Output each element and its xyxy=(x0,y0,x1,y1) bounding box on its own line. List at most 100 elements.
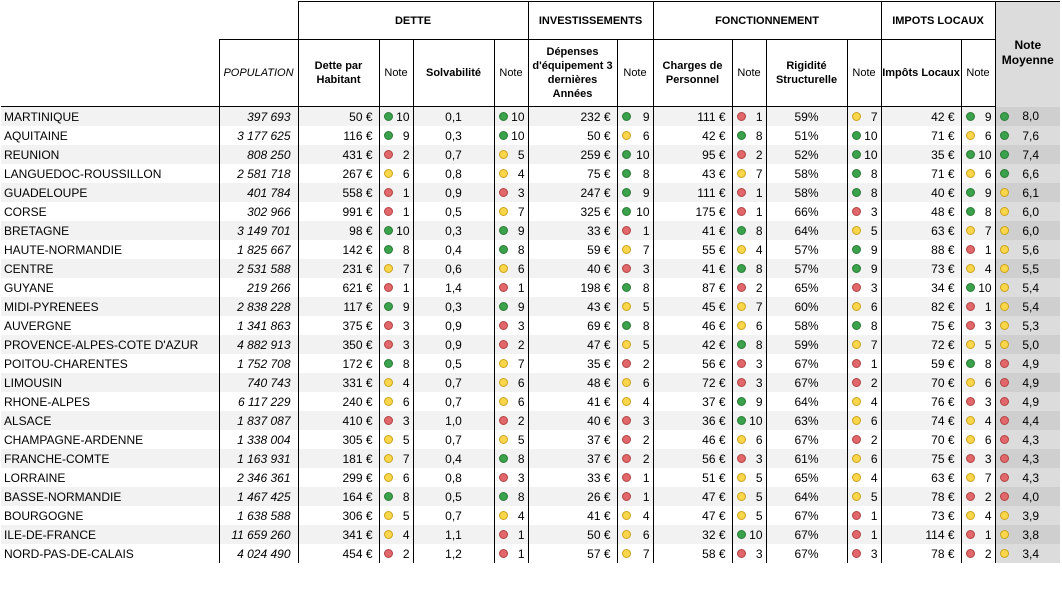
rigidite-cell-value: 67% xyxy=(794,508,819,523)
rating-dot-icon xyxy=(965,473,975,482)
impots-cell: 78 € xyxy=(880,544,962,563)
charges-cell-value: 37 € xyxy=(702,394,726,409)
rating-dot-icon xyxy=(383,454,393,463)
rating-dot-icon xyxy=(851,416,861,425)
solvabilite-cell-value: 0,6 xyxy=(445,261,462,276)
population-cell-value: 302 966 xyxy=(247,204,291,219)
region-cell: AUVERGNE xyxy=(1,316,219,335)
note-moyenne-cell-value: 3,9 xyxy=(1022,508,1040,523)
impots-note-cell: 2 xyxy=(960,487,996,506)
impots-cell: 73 € xyxy=(880,259,962,278)
impots-cell-value: 70 € xyxy=(931,432,955,447)
region-cell-value: RHONE-ALPES xyxy=(4,394,91,409)
solvabilite-note-cell-value: 2 xyxy=(517,413,525,428)
rating-dot-icon xyxy=(498,473,508,482)
rating-dot-icon xyxy=(621,378,631,387)
dette-cell-value: 164 € xyxy=(342,489,373,504)
solvabilite-note-cell: 10 xyxy=(493,126,528,145)
rigidite-cell-value: 51% xyxy=(794,128,819,143)
solvabilite-note-cell-value: 1 xyxy=(517,546,525,561)
charges-note-cell-value: 1 xyxy=(755,109,763,124)
rating-dot-icon xyxy=(498,226,508,235)
solvabilite-note-cell-value: 8 xyxy=(517,489,525,504)
note-moyenne-cell: 4,9 xyxy=(994,392,1061,411)
note-moyenne-cell-value: 4,9 xyxy=(1022,375,1040,390)
rating-dot-icon xyxy=(999,378,1009,387)
rigidite-note-cell-value: 2 xyxy=(870,375,878,390)
rigidite-cell: 65% xyxy=(765,278,848,297)
impots-cell-value: 78 € xyxy=(931,546,955,561)
dette-note-cell-value: 9 xyxy=(402,299,410,314)
dette-cell-value: 267 € xyxy=(342,166,373,181)
region-cell: CORSE xyxy=(1,202,219,221)
population-cell-value: 401 784 xyxy=(247,185,291,200)
rating-dot-icon xyxy=(621,340,631,349)
impots-cell: 75 € xyxy=(880,449,962,468)
rating-dot-icon xyxy=(851,188,861,197)
region-cell: LANGUEDOC-ROUSSILLON xyxy=(1,164,219,183)
rating-dot-icon xyxy=(498,302,508,311)
rating-dot-icon xyxy=(498,169,508,178)
impots-note-cell-value: 1 xyxy=(984,527,992,542)
rating-dot-icon xyxy=(621,283,631,292)
solvabilite-note-cell: 8 xyxy=(493,449,528,468)
rating-dot-icon xyxy=(851,397,861,406)
region-cell: FRANCHE-COMTE xyxy=(1,449,219,468)
charges-note-cell-value: 8 xyxy=(755,223,763,238)
impots-note-cell-value: 4 xyxy=(984,261,992,276)
depenses-cell-value: 35 € xyxy=(587,356,611,371)
dette-cell-value: 375 € xyxy=(342,318,373,333)
rating-dot-icon xyxy=(621,549,631,558)
charges-note-cell-value: 6 xyxy=(755,318,763,333)
solvabilite-cell-value: 0,8 xyxy=(445,166,462,181)
solvabilite-note-cell: 1 xyxy=(493,544,528,563)
dette-note-cell-value: 8 xyxy=(402,242,410,257)
impots-note-cell-value: 4 xyxy=(984,508,992,523)
charges-note-cell-value: 7 xyxy=(755,166,763,181)
region-cell-value: ALSACE xyxy=(4,413,52,428)
rating-dot-icon xyxy=(851,112,861,121)
rigidite-cell-value: 64% xyxy=(794,394,819,409)
charges-note-cell-value: 6 xyxy=(755,432,763,447)
impots-cell-value: 73 € xyxy=(931,261,955,276)
rating-dot-icon xyxy=(999,131,1009,140)
charges-note-cell-value: 8 xyxy=(755,261,763,276)
impots-cell-value: 63 € xyxy=(931,470,955,485)
rating-dot-icon xyxy=(498,549,508,558)
dette-cell-value: 181 € xyxy=(342,451,373,466)
region-header xyxy=(1,39,219,107)
depenses-cell-value: 33 € xyxy=(587,470,611,485)
note-moyenne-cell-value: 4,3 xyxy=(1022,470,1040,485)
depenses-cell-value: 247 € xyxy=(580,185,611,200)
dette-cell: 50 € xyxy=(297,106,379,126)
note-moyenne-cell: 7,4 xyxy=(994,145,1061,164)
region-cell-value: POITOU-CHARENTES xyxy=(4,356,128,371)
rigidite-cell: 57% xyxy=(765,240,848,259)
rigidite-cell-value: 64% xyxy=(794,223,819,238)
rating-dot-icon xyxy=(851,549,861,558)
solvabilite-note-cell: 2 xyxy=(493,411,528,430)
rating-dot-icon xyxy=(965,150,975,159)
impots-cell: 114 € xyxy=(880,525,962,544)
charges-cell: 43 € xyxy=(652,164,733,183)
charges-note-cell: 6 xyxy=(731,316,767,335)
dette-cell: 991 € xyxy=(297,202,379,221)
dette-note-cell-value: 5 xyxy=(402,432,410,447)
rating-dot-icon xyxy=(851,473,861,482)
impots-cell: 42 € xyxy=(880,106,962,126)
charges-cell-value: 47 € xyxy=(702,508,726,523)
rigidite-cell: 67% xyxy=(765,354,848,373)
table-row: FRANCHE-COMTE 1 163 931 181 € 7 0,4 8 37 € 2 56 … xyxy=(1,449,1061,468)
rating-dot-icon xyxy=(999,226,1009,235)
note-moyenne-cell: 4,9 xyxy=(994,373,1061,392)
solvabilite-note-cell-value: 9 xyxy=(517,299,525,314)
depenses-cell: 259 € xyxy=(527,145,617,164)
population-cell: 2 581 718 xyxy=(218,164,298,183)
population-header: POPULATION xyxy=(218,39,298,107)
rigidite-note-cell: 8 xyxy=(846,316,882,335)
charges-cell: 55 € xyxy=(652,240,733,259)
depenses-cell: 37 € xyxy=(527,430,617,449)
solvabilite-cell-value: 0,7 xyxy=(445,375,462,390)
solvabilite-cell-value: 0,5 xyxy=(445,356,462,371)
dette-note-cell: 6 xyxy=(378,468,413,487)
